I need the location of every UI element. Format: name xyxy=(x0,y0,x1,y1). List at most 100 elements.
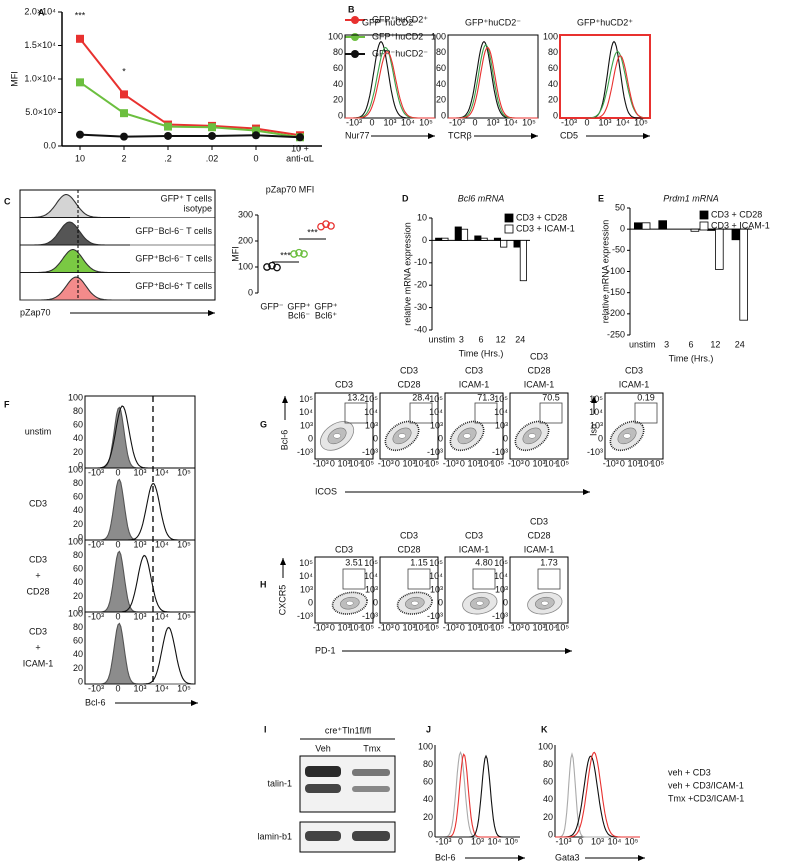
population-label: isotype xyxy=(183,203,212,213)
x-tick-label: 10⁴ xyxy=(479,622,493,632)
panel-letter: D xyxy=(402,193,409,203)
y-tick-label: 10⁴ xyxy=(494,407,508,417)
series-line xyxy=(79,133,301,139)
gate-value: 0.19 xyxy=(637,392,655,402)
x-tick-label: 0 xyxy=(525,622,530,632)
y-tick-label: 80 xyxy=(548,47,558,57)
plot-frame xyxy=(344,34,436,119)
condition-title: ICAM-1 xyxy=(459,379,490,389)
x-tick-label: 0 xyxy=(115,683,120,693)
x-tick-label: -10³ xyxy=(449,117,465,127)
x-tick-label: 6 xyxy=(478,334,483,344)
y-tick-label: 0 xyxy=(78,532,83,542)
plot-frame xyxy=(444,392,504,460)
x-tick-label: -10³ xyxy=(88,611,104,621)
y-tick-label: 0 xyxy=(441,110,446,120)
y-tick-label: 0 xyxy=(308,434,313,444)
x-tick-label: 0 xyxy=(458,836,463,846)
x-tick-label: 10⁴ xyxy=(479,458,493,468)
y-tick-label: 0 xyxy=(248,287,253,297)
histogram-curve xyxy=(555,751,640,838)
axis-label: Gata3 xyxy=(555,852,580,861)
panel-letter: A xyxy=(38,7,45,17)
y-tick-label: -10³ xyxy=(297,611,313,621)
panel-letter: E xyxy=(598,193,604,203)
y-tick-label: -10³ xyxy=(492,611,508,621)
legend-label: veh + CD3 xyxy=(668,767,711,777)
x-tick-label: 10³ xyxy=(133,611,146,621)
data-point xyxy=(273,263,281,272)
x-tick-label: 10⁵ xyxy=(360,622,374,632)
marker xyxy=(120,132,128,141)
y-tick-label: 40 xyxy=(73,577,83,587)
condition-label: CD28 xyxy=(26,586,49,596)
condition-title: CD3 xyxy=(400,365,418,375)
x-axis-label: Time (Hrs.) xyxy=(459,348,504,358)
panel-title: GFP⁺huCD2⁺ xyxy=(577,17,633,27)
y-tick-label: 20 xyxy=(73,591,83,601)
x-tick-label: 10⁵ xyxy=(177,611,191,621)
blot-band xyxy=(305,784,341,793)
bar xyxy=(641,222,651,230)
x-tick-label: -10³ xyxy=(313,622,329,632)
legend-label: veh + CD3/ICAM-1 xyxy=(668,780,744,790)
axis-label: Bcl-6 xyxy=(85,697,106,707)
protein-label: talin-1 xyxy=(267,778,292,788)
y-tick-label: 10³ xyxy=(495,584,508,594)
series-line xyxy=(79,81,301,139)
panel-letter: C xyxy=(4,196,11,206)
density-core xyxy=(476,600,484,606)
gate xyxy=(539,402,563,424)
x-tick-label: 10⁵ xyxy=(634,117,648,127)
y-tick-label: 60 xyxy=(423,777,433,787)
x-tick-label: 12 xyxy=(710,339,720,349)
x-tick-label: -10³ xyxy=(508,622,524,632)
y-tick-label: 80 xyxy=(333,47,343,57)
y-tick-label: -10³ xyxy=(427,447,443,457)
x-tick-label: 10³ xyxy=(532,458,545,468)
y-tick-label: 10⁵ xyxy=(429,558,443,568)
y-tick-label: 10³ xyxy=(365,584,378,594)
lane-label: Tmx xyxy=(363,743,381,753)
x-tick-label: -10³ xyxy=(88,467,104,477)
x-tick-label: 12 xyxy=(496,334,506,344)
marker xyxy=(164,131,172,140)
y-tick-label: 0 xyxy=(620,224,625,234)
legend-label: CD3 + ICAM-1 xyxy=(711,220,770,230)
gate xyxy=(472,568,496,590)
chart-title: Bcl6 mRNA xyxy=(458,193,505,203)
y-tick-label: 0 xyxy=(428,829,433,839)
condition-title: CD3 xyxy=(335,544,353,554)
x-tick-label: 10⁵ xyxy=(490,458,504,468)
y-tick-label: 40 xyxy=(548,79,558,89)
y-tick-label: 10³ xyxy=(300,420,313,430)
x-tick-label: unstim xyxy=(429,334,456,344)
x-tick-label: 10⁵ xyxy=(555,458,569,468)
gate-value: 1.73 xyxy=(540,557,558,567)
x-tick-label: 24 xyxy=(735,339,745,349)
condition-title: CD3 xyxy=(335,379,353,389)
condition-label: CD3 xyxy=(29,554,47,564)
x-tick-label: GFP⁺ xyxy=(314,301,338,311)
x-tick-label: -10³ xyxy=(88,539,104,549)
y-tick-label: 10⁴ xyxy=(299,407,313,417)
x-tick-label: GFP⁺ xyxy=(287,301,311,311)
x-tick-label: 10⁴ xyxy=(414,622,428,632)
blot-band xyxy=(305,766,341,777)
y-tick-label: 10⁵ xyxy=(589,394,603,404)
y-tick-label: 1.5×10⁴ xyxy=(24,40,56,50)
x-tick-label: 3 xyxy=(664,339,669,349)
x-tick-label: 10³ xyxy=(532,622,545,632)
bar xyxy=(493,237,502,241)
x-tick-label: 10⁴ xyxy=(155,683,169,693)
x-tick-label: 3 xyxy=(459,334,464,344)
blot-band xyxy=(352,831,390,841)
marker xyxy=(208,131,216,140)
y-tick-label: 80 xyxy=(73,478,83,488)
x-tick-label: Bcl6⁺ xyxy=(315,310,338,320)
significance: * xyxy=(122,66,126,76)
y-tick-label: 10⁴ xyxy=(429,571,443,581)
x-tick-label: 0 xyxy=(460,622,465,632)
legend-label: CD3 + CD28 xyxy=(516,212,567,222)
x-tick-label: -10³ xyxy=(378,458,394,468)
